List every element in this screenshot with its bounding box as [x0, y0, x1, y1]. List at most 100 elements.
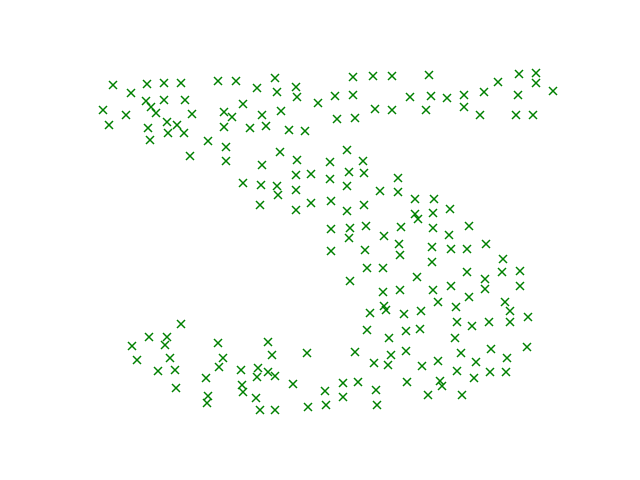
- data-point: [342, 181, 352, 191]
- data-point: [393, 187, 403, 197]
- data-point: [238, 99, 248, 109]
- data-point: [522, 342, 532, 352]
- data-point: [531, 78, 541, 88]
- data-point: [218, 353, 228, 363]
- data-point: [416, 306, 426, 316]
- data-point: [163, 128, 173, 138]
- data-point: [180, 95, 190, 105]
- data-point: [480, 284, 490, 294]
- data-point: [159, 95, 169, 105]
- data-point: [353, 377, 363, 387]
- data-point: [236, 365, 246, 375]
- data-point: [433, 356, 443, 366]
- data-point: [185, 151, 195, 161]
- data-point: [515, 281, 525, 291]
- data-point: [435, 376, 445, 386]
- data-point: [444, 230, 454, 240]
- data-point: [371, 385, 381, 395]
- data-point: [501, 367, 511, 377]
- data-point: [213, 76, 223, 86]
- data-point: [486, 344, 496, 354]
- data-point: [160, 340, 170, 350]
- data-point: [462, 244, 472, 254]
- data-point: [451, 302, 461, 312]
- data-point: [172, 120, 182, 130]
- data-point: [428, 285, 438, 295]
- data-point: [238, 387, 248, 397]
- data-point: [272, 181, 282, 191]
- data-point: [252, 83, 262, 93]
- data-point: [360, 245, 370, 255]
- data-point: [142, 79, 152, 89]
- data-point: [427, 257, 437, 267]
- data-point: [350, 113, 360, 123]
- data-point: [273, 190, 283, 200]
- data-point: [344, 167, 354, 177]
- data-point: [379, 231, 389, 241]
- data-point: [213, 338, 223, 348]
- data-point: [375, 186, 385, 196]
- data-point: [505, 306, 515, 316]
- data-point: [179, 128, 189, 138]
- data-point: [513, 90, 523, 100]
- data-point: [231, 76, 241, 86]
- data-point: [457, 390, 467, 400]
- data-point: [338, 378, 348, 388]
- data-point: [238, 178, 248, 188]
- data-point: [365, 308, 375, 318]
- data-point: [257, 110, 267, 120]
- data-point: [479, 87, 489, 97]
- data-point: [326, 196, 336, 206]
- data-point: [462, 267, 472, 277]
- data-point: [485, 367, 495, 377]
- data-point: [325, 157, 335, 167]
- data-point: [219, 107, 229, 117]
- data-point: [359, 200, 369, 210]
- data-point: [171, 383, 181, 393]
- data-point: [417, 361, 427, 371]
- data-point: [162, 117, 172, 127]
- data-point: [98, 105, 108, 115]
- data-point: [415, 324, 425, 334]
- data-point: [203, 391, 213, 401]
- data-point: [252, 372, 262, 382]
- data-point: [433, 297, 443, 307]
- data-point: [321, 400, 331, 410]
- data-point: [493, 77, 503, 87]
- scatter-series: [98, 68, 558, 415]
- data-point: [255, 200, 265, 210]
- data-point: [467, 321, 477, 331]
- data-point: [159, 78, 169, 88]
- data-point: [450, 333, 460, 343]
- data-point: [396, 222, 406, 232]
- data-point: [387, 105, 397, 115]
- data-point: [361, 221, 371, 231]
- data-point: [369, 358, 379, 368]
- data-point: [256, 180, 266, 190]
- data-point: [428, 223, 438, 233]
- data-point: [263, 337, 273, 347]
- data-point: [381, 305, 391, 315]
- data-point: [459, 90, 469, 100]
- data-point: [523, 312, 533, 322]
- data-point: [412, 272, 422, 282]
- data-point: [428, 208, 438, 218]
- data-point: [531, 68, 541, 78]
- data-point: [395, 285, 405, 295]
- data-point: [284, 125, 294, 135]
- data-point: [393, 173, 403, 183]
- data-point: [410, 194, 420, 204]
- data-point: [303, 402, 313, 412]
- data-point: [429, 194, 439, 204]
- data-point: [345, 276, 355, 286]
- data-point: [421, 105, 431, 115]
- data-point: [456, 348, 466, 358]
- data-point: [332, 114, 342, 124]
- data-point: [306, 169, 316, 179]
- data-point: [253, 363, 263, 373]
- data-point: [338, 392, 348, 402]
- data-point: [144, 332, 154, 342]
- data-point: [126, 88, 136, 98]
- data-point: [383, 360, 393, 370]
